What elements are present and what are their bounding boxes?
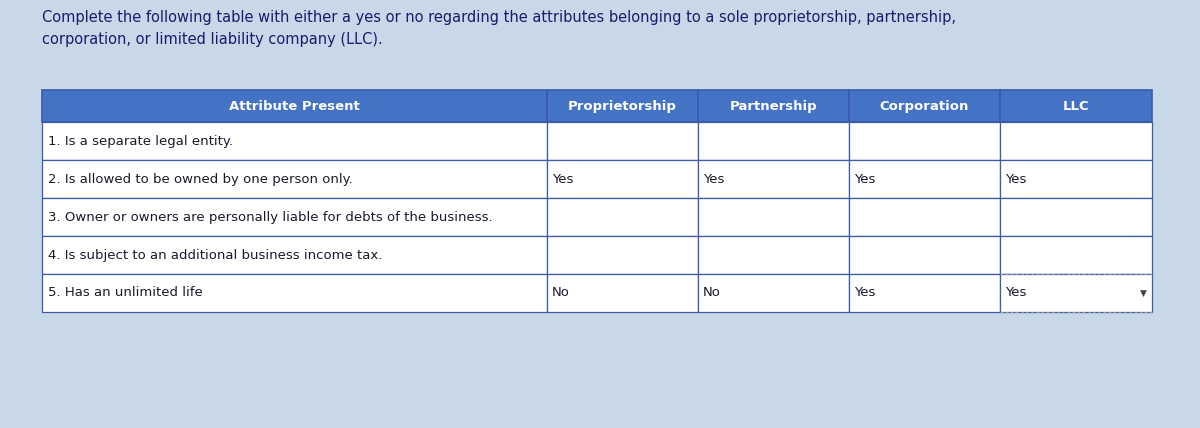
Bar bbox=[547, 198, 698, 236]
Bar bbox=[848, 198, 1000, 236]
Text: 4. Is subject to an additional business income tax.: 4. Is subject to an additional business … bbox=[48, 249, 383, 262]
Bar bbox=[1000, 122, 1152, 160]
Bar bbox=[698, 236, 848, 274]
Bar bbox=[848, 160, 1000, 198]
Text: 5. Has an unlimited life: 5. Has an unlimited life bbox=[48, 286, 203, 300]
Bar bbox=[848, 122, 1000, 160]
Text: Complete the following table with either a yes or no regarding the attributes be: Complete the following table with either… bbox=[42, 10, 956, 47]
Text: No: No bbox=[552, 286, 570, 300]
Text: Attribute Present: Attribute Present bbox=[229, 99, 360, 113]
Bar bbox=[547, 90, 698, 122]
Bar bbox=[547, 274, 698, 312]
Bar bbox=[547, 236, 698, 274]
Text: Proprietorship: Proprietorship bbox=[568, 99, 677, 113]
Text: Partnership: Partnership bbox=[730, 99, 817, 113]
Text: Yes: Yes bbox=[854, 172, 875, 185]
Bar bbox=[1000, 90, 1152, 122]
Bar bbox=[42, 160, 547, 198]
Bar bbox=[1000, 274, 1152, 312]
Text: 1. Is a separate legal entity.: 1. Is a separate legal entity. bbox=[48, 134, 233, 148]
Bar bbox=[1000, 198, 1152, 236]
Text: 3. Owner or owners are personally liable for debts of the business.: 3. Owner or owners are personally liable… bbox=[48, 211, 493, 223]
Bar bbox=[1000, 236, 1152, 274]
Bar bbox=[42, 236, 547, 274]
Text: Yes: Yes bbox=[854, 286, 875, 300]
Text: Yes: Yes bbox=[552, 172, 574, 185]
Text: Yes: Yes bbox=[1004, 286, 1026, 300]
Text: Yes: Yes bbox=[703, 172, 725, 185]
Bar bbox=[547, 122, 698, 160]
Bar bbox=[42, 198, 547, 236]
Bar bbox=[698, 160, 848, 198]
Bar bbox=[42, 274, 547, 312]
Bar bbox=[848, 274, 1000, 312]
Bar bbox=[698, 122, 848, 160]
Bar bbox=[547, 160, 698, 198]
Text: No: No bbox=[703, 286, 721, 300]
Bar bbox=[42, 90, 547, 122]
Bar bbox=[848, 90, 1000, 122]
Bar bbox=[698, 198, 848, 236]
Text: 2. Is allowed to be owned by one person only.: 2. Is allowed to be owned by one person … bbox=[48, 172, 353, 185]
Text: Corporation: Corporation bbox=[880, 99, 970, 113]
Bar bbox=[848, 236, 1000, 274]
Bar bbox=[698, 274, 848, 312]
Text: ▼: ▼ bbox=[1140, 288, 1147, 297]
Bar bbox=[698, 90, 848, 122]
Bar bbox=[1000, 160, 1152, 198]
Text: LLC: LLC bbox=[1063, 99, 1090, 113]
Text: Yes: Yes bbox=[1004, 172, 1026, 185]
Bar bbox=[42, 122, 547, 160]
